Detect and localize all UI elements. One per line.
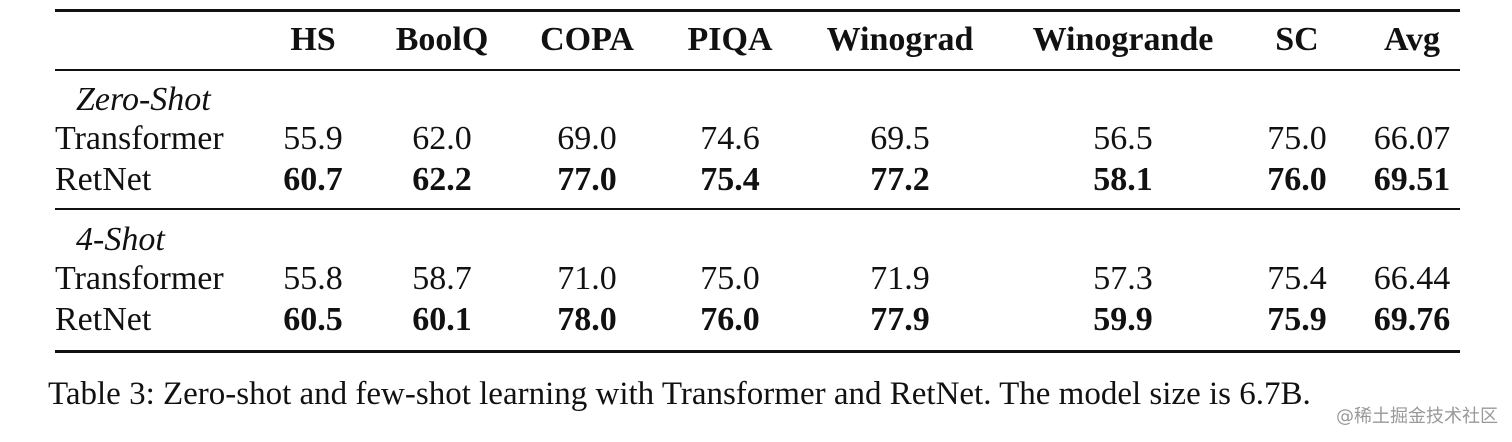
cell: 75.0 <box>700 260 760 297</box>
column-header: HS <box>290 21 336 58</box>
watermark: @稀土掘金技术社区 <box>1336 406 1498 427</box>
column-header: Winogrande <box>1032 21 1214 58</box>
cell: 55.8 <box>283 260 343 297</box>
column-header: SC <box>1275 21 1319 58</box>
cell: 69.5 <box>870 120 930 157</box>
column-header: Avg <box>1383 21 1441 58</box>
cell: 75.4 <box>1267 260 1327 297</box>
cell: 66.07 <box>1373 120 1451 157</box>
row-label: RetNet <box>55 161 152 198</box>
row-label: RetNet <box>55 301 152 338</box>
row-label: Transformer <box>55 260 224 297</box>
group-title: 4-Shot <box>76 221 165 258</box>
cell: 71.0 <box>557 260 617 297</box>
cell: 62.0 <box>412 120 472 157</box>
cell: 75.9 <box>1267 301 1327 338</box>
bottom-rule <box>55 350 1460 353</box>
cell: 78.0 <box>557 301 617 338</box>
group-title: Zero-Shot <box>76 81 211 118</box>
cell: 75.0 <box>1267 120 1327 157</box>
mid-rule <box>55 69 1460 71</box>
cell: 69.51 <box>1373 161 1451 198</box>
cell: 69.0 <box>557 120 617 157</box>
cell: 77.2 <box>870 161 930 198</box>
cell: 56.5 <box>1093 120 1153 157</box>
cell: 74.6 <box>700 120 760 157</box>
column-header: COPA <box>540 21 634 58</box>
cell: 57.3 <box>1093 260 1153 297</box>
top-rule <box>55 9 1460 12</box>
column-header: PIQA <box>687 21 773 58</box>
cell: 66.44 <box>1373 260 1451 297</box>
cell: 58.1 <box>1093 161 1153 198</box>
column-header: BoolQ <box>395 21 489 58</box>
cell: 60.5 <box>283 301 343 338</box>
cell: 77.0 <box>557 161 617 198</box>
cell: 69.76 <box>1373 301 1451 338</box>
cell: 60.7 <box>283 161 343 198</box>
cell: 76.0 <box>1267 161 1327 198</box>
cell: 75.4 <box>700 161 760 198</box>
cell: 71.9 <box>870 260 930 297</box>
column-header: Winograd <box>826 21 974 58</box>
cell: 76.0 <box>700 301 760 338</box>
cell: 55.9 <box>283 120 343 157</box>
cell: 58.7 <box>412 260 472 297</box>
cell: 59.9 <box>1093 301 1153 338</box>
cell: 77.9 <box>870 301 930 338</box>
row-label: Transformer <box>55 120 224 157</box>
group-rule <box>55 208 1460 210</box>
cell: 60.1 <box>412 301 472 338</box>
cell: 62.2 <box>412 161 472 198</box>
caption: Table 3: Zero-shot and few-shot learning… <box>48 376 1311 412</box>
